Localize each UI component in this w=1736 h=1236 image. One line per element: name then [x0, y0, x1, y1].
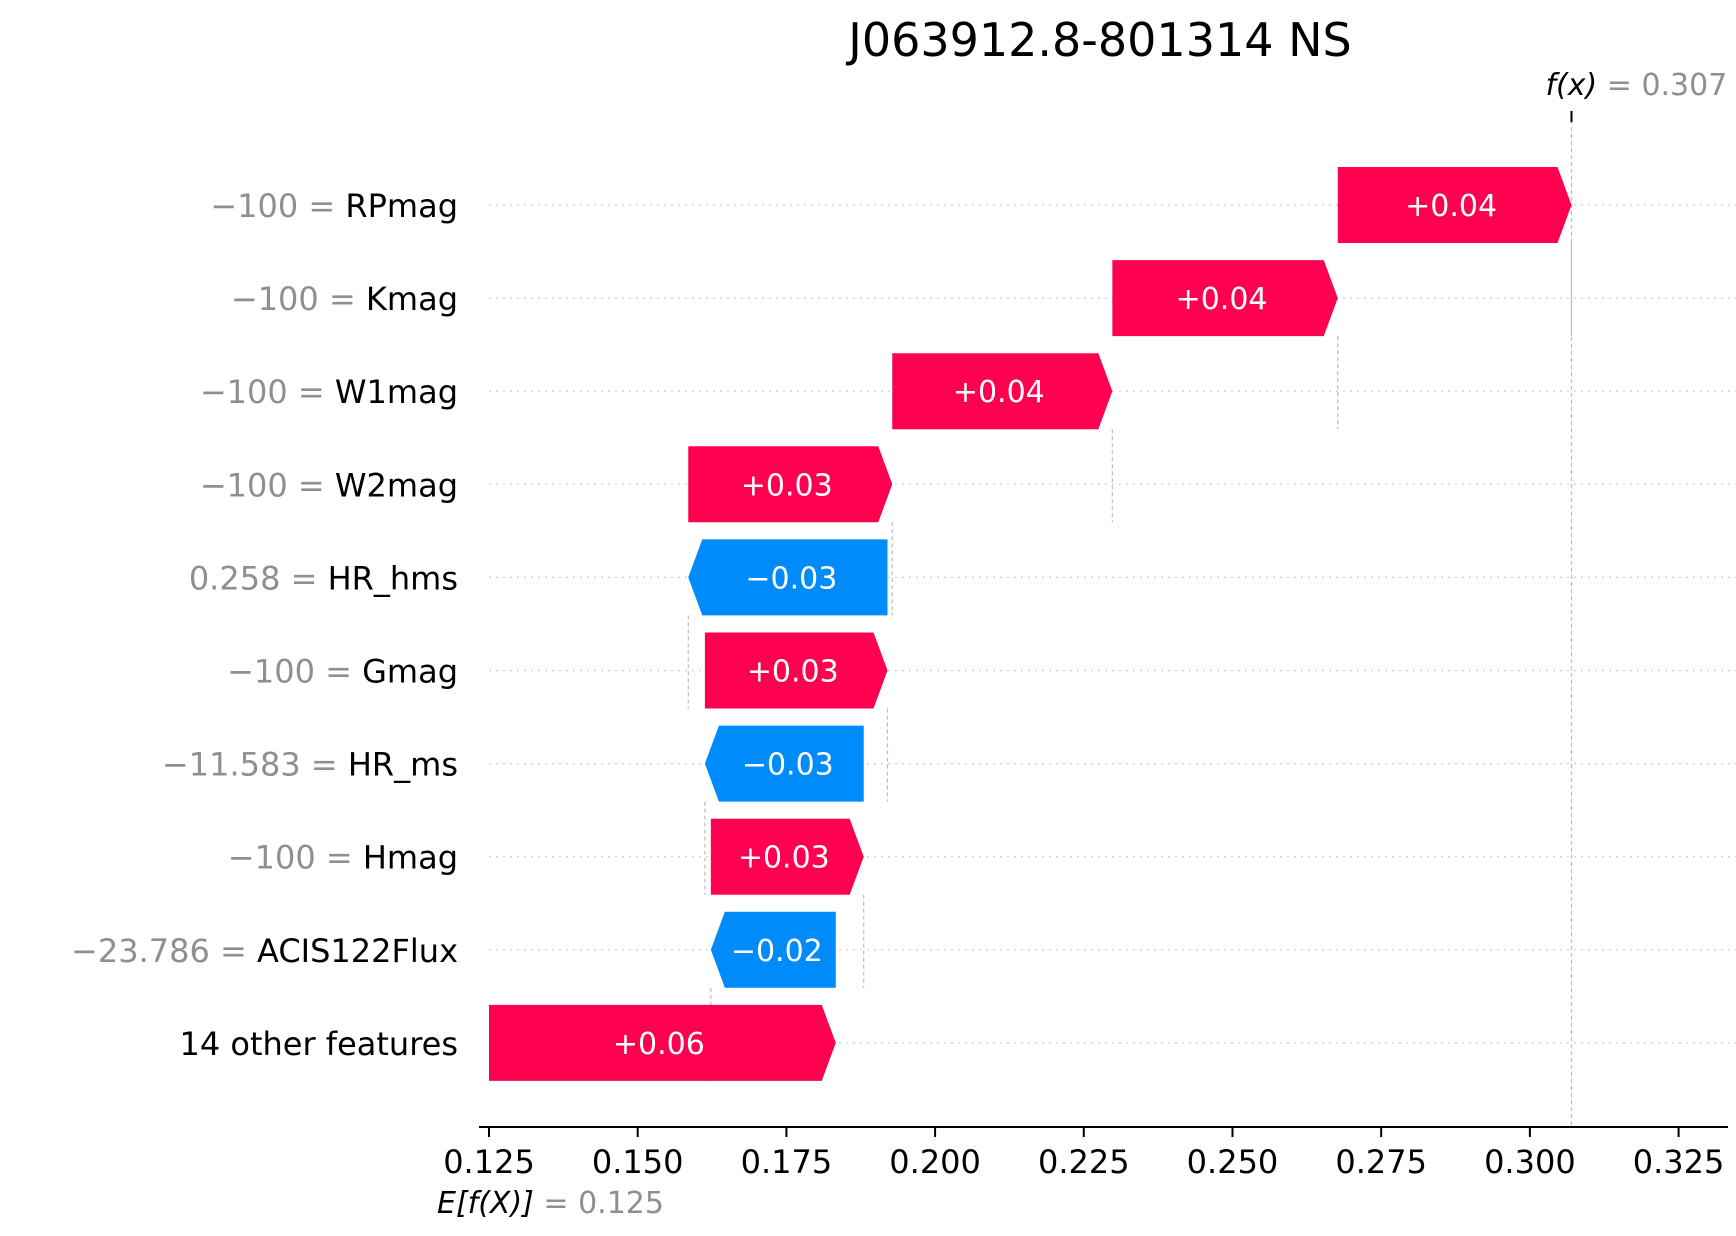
feature-value: −100 = [228, 839, 363, 877]
bar-value-label: +0.03 [741, 468, 833, 503]
bars: +0.04 +0.04 +0.04 +0.03 −0.03 +0.03 −0.03 +0.03… [489, 167, 1572, 1081]
feature-value: 0.258 = [189, 559, 328, 597]
bar-value-label: +0.04 [1405, 189, 1497, 224]
feature-name: ACIS122Flux [257, 932, 458, 970]
bar-w1mag [892, 353, 1113, 430]
feature-label: −100 = RPmag [210, 187, 458, 225]
feature-label: −100 = W1mag [200, 373, 458, 411]
final-value-label: f(x) = 0.307 [1546, 68, 1728, 103]
feature-value: −100 = [227, 653, 362, 691]
bar-value-label: +0.04 [1176, 282, 1268, 317]
feature-label: −100 = W2mag [200, 466, 458, 504]
feature-label: −23.786 = ACIS122Flux [71, 932, 458, 970]
base-value-expr: E[f(X)] [437, 1186, 543, 1221]
bar-w2mag [688, 446, 893, 523]
feature-name: Kmag [366, 280, 458, 318]
feature-value: −11.583 = [162, 746, 348, 784]
bar-value-label: −0.03 [745, 561, 837, 596]
x-tick-label: 0.325 [1633, 1143, 1725, 1181]
feature-label: −11.583 = HR_ms [162, 746, 458, 784]
feature-value: −100 = [231, 280, 366, 318]
bar-hr_ms [704, 725, 864, 802]
x-tick-label: 0.125 [443, 1143, 535, 1181]
feature-value: −100 = [200, 466, 335, 504]
x-tick-label: 0.200 [889, 1143, 981, 1181]
bar-14-other-features [489, 1004, 836, 1081]
x-axis: 0.125 0.150 0.175 0.200 0.225 0.250 0.275 0.300… [443, 1126, 1728, 1181]
final-value-number: = 0.307 [1607, 68, 1728, 103]
bar-hr_hms [688, 539, 888, 616]
bar-value-label: +0.03 [747, 655, 839, 690]
feature-name: HR_ms [348, 746, 458, 784]
feature-name: W2mag [335, 466, 458, 504]
feature-name: W1mag [335, 373, 458, 411]
bar-value-label: −0.03 [742, 748, 834, 783]
value-annotations: E[f(X)] = 0.125 f(x) = 0.307 [437, 68, 1727, 1221]
feature-label: −100 = Kmag [231, 280, 458, 318]
bar-gmag [704, 632, 888, 709]
bar-acis122flux [710, 911, 836, 988]
feature-value: −100 = [200, 373, 335, 411]
feature-label: 0.258 = HR_hms [189, 559, 458, 597]
feature-value: −100 = [210, 187, 345, 225]
feature-name: Hmag [363, 839, 458, 877]
base-value-number: = 0.125 [543, 1186, 664, 1221]
bar-value-label: −0.02 [731, 934, 823, 969]
feature-label: 14 other features [179, 1025, 458, 1063]
x-tick-label: 0.275 [1335, 1143, 1427, 1181]
bar-value-label: +0.06 [613, 1027, 705, 1062]
feature-label: −100 = Hmag [228, 839, 458, 877]
x-tick-label: 0.225 [1038, 1143, 1130, 1181]
base-value-label: E[f(X)] = 0.125 [437, 1186, 664, 1221]
feature-label: −100 = Gmag [227, 653, 458, 691]
bar-hmag [710, 818, 864, 895]
final-value-expr: f(x) [1546, 68, 1607, 103]
chart-title: J063912.8-801314 NS [845, 13, 1351, 67]
connector-lines [687, 111, 1573, 1127]
feature-name: 14 other features [179, 1025, 458, 1063]
feature-value: −23.786 = [71, 932, 257, 970]
feature-name: HR_hms [328, 559, 458, 597]
x-tick-label: 0.150 [592, 1143, 684, 1181]
bar-value-label: +0.03 [738, 841, 830, 876]
feature-labels: −100 = RPmag−100 = Kmag−100 = W1mag−100 … [71, 187, 458, 1063]
bar-value-label: +0.04 [953, 375, 1045, 410]
x-tick-label: 0.300 [1484, 1143, 1576, 1181]
x-tick-label: 0.250 [1187, 1143, 1279, 1181]
feature-name: Gmag [362, 653, 458, 691]
bar-kmag [1112, 260, 1338, 337]
bar-rpmag [1337, 167, 1572, 243]
feature-name: RPmag [345, 187, 458, 225]
x-tick-label: 0.175 [741, 1143, 833, 1181]
